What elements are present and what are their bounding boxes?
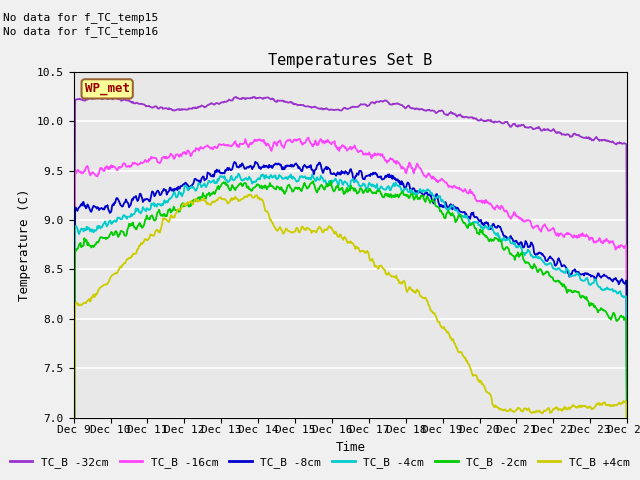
Text: No data for f_TC_temp15: No data for f_TC_temp15 [3,12,159,23]
Legend: TC_B -32cm, TC_B -16cm, TC_B -8cm, TC_B -4cm, TC_B -2cm, TC_B +4cm: TC_B -32cm, TC_B -16cm, TC_B -8cm, TC_B … [6,452,634,472]
X-axis label: Time: Time [335,441,365,454]
Title: Temperatures Set B: Temperatures Set B [268,53,433,68]
Text: No data for f_TC_temp16: No data for f_TC_temp16 [3,26,159,37]
Text: WP_met: WP_met [84,83,130,96]
Y-axis label: Temperature (C): Temperature (C) [19,189,31,301]
